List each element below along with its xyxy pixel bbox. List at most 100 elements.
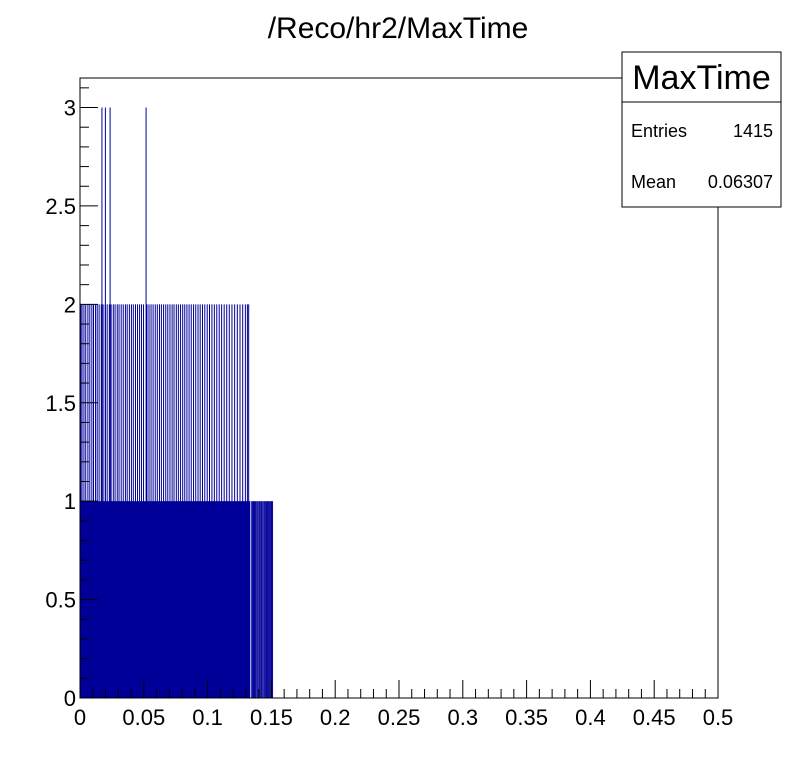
bar-height-2 [184,304,186,698]
bar-height-2 [122,304,124,698]
bar-height-2 [150,304,152,698]
bar-height-2 [231,304,233,698]
stats-entries-value: 1415 [733,121,773,141]
bar-height-2 [177,304,179,698]
chart-title: /Reco/hr2/MaxTime [268,12,529,45]
y-axis: 0 0.5 1 1.5 2 2.5 3 [45,87,98,711]
bar-height-2 [148,304,150,698]
bar-height-2 [248,304,250,698]
bar-height-2 [106,304,108,698]
bar-height-1 [264,501,266,698]
bar-height-2 [239,304,241,698]
bar-height-2 [186,304,188,698]
stats-box: MaxTime Entries 1415 Mean 0.06307 [621,51,782,208]
bar-height-2 [112,304,114,698]
bar-height-2 [110,304,112,698]
bar-height-2 [180,304,182,698]
bar-height-2 [167,304,169,698]
bar-height-1 [271,501,273,698]
bar-height-2 [216,304,218,698]
stats-title: MaxTime [632,59,771,97]
bar-height-1 [262,501,264,698]
bar-height-1 [253,501,255,698]
bar-height-2 [163,304,165,698]
x-tick-label: 0.35 [505,705,548,730]
bar-height-2 [204,304,206,698]
bar-height-3 [101,107,103,699]
y-tick-label: 3 [64,96,76,121]
bar-height-2 [234,304,236,698]
x-tick-label: 0.4 [575,705,606,730]
x-tick-label: 0.05 [122,705,165,730]
y-tick-label: 0.5 [45,588,76,613]
bar-height-2 [246,304,248,698]
bar-height-1 [251,501,253,698]
histogram-bars [80,107,274,699]
bar-height-2 [143,304,145,698]
bar-height-2 [165,304,167,698]
bar-height-2 [201,304,203,698]
bar-height-1 [258,501,260,698]
bar-height-2 [132,304,134,698]
y-tick-label: 0 [64,686,76,711]
stats-mean-label: Mean [631,172,676,192]
bar-height-2 [140,304,142,698]
bar-height-2 [223,304,225,698]
bar-height-3 [145,107,147,699]
stats-box-frame [621,51,782,208]
bar-height-2 [228,304,230,698]
bar-height-2 [244,304,246,698]
bar-height-2 [100,304,102,698]
bar-height-2 [134,304,136,698]
bar-height-2 [137,304,139,698]
x-tick-label: 0.1 [192,705,223,730]
bar-height-1 [257,501,259,698]
bar-height-2 [102,304,104,698]
bar-height-2 [156,304,158,698]
bar-height-2 [171,304,173,698]
bar-height-1 [261,501,263,698]
y-tick-label: 2 [64,292,76,317]
bar-height-1 [267,501,269,698]
bar-height-2 [173,304,175,698]
bar-height-2 [218,304,220,698]
bar-height-2 [206,304,208,698]
x-tick-label: 0.2 [320,705,351,730]
bar-height-1 [268,501,270,698]
y-tick-label: 2.5 [45,194,76,219]
bar-height-2 [124,304,126,698]
bar-height-1 [256,501,258,698]
bar-height-2 [158,304,160,698]
bar-height-2 [126,304,128,698]
stats-mean-value: 0.06307 [708,172,773,192]
bar-height-1 [255,501,257,698]
stats-entries-label: Entries [631,121,687,141]
bar-height-1 [254,501,256,698]
bar-height-1 [272,501,274,698]
bar-height-2 [108,304,110,698]
bar-height-2 [116,304,118,698]
x-axis: 0 0.05 0.1 0.15 0.2 0.25 0.3 0.35 0.4 0.45 0.5 [74,680,733,730]
bar-height-2 [199,304,201,698]
x-tick-label: 0.15 [250,705,293,730]
bar-height-2 [182,304,184,698]
bar-height-2 [197,304,199,698]
bar-height-2 [175,304,177,698]
bar-height-2 [188,304,190,698]
bar-height-2 [160,304,162,698]
bar-height-2 [152,304,154,698]
x-tick-label: 0.5 [703,705,734,730]
bar-height-2 [98,304,100,698]
bar-height-2 [213,304,215,698]
bar-height-2 [236,304,238,698]
bar-height-2 [169,304,171,698]
bar-height-1 [252,501,254,698]
x-tick-label: 0.25 [378,705,421,730]
bar-height-1 [266,501,268,698]
bar-height-1 [263,501,265,698]
bar-height-1 [259,501,261,698]
bar-height-2 [190,304,192,698]
x-tick-label: 0 [74,705,86,730]
bar-height-2 [114,304,116,698]
